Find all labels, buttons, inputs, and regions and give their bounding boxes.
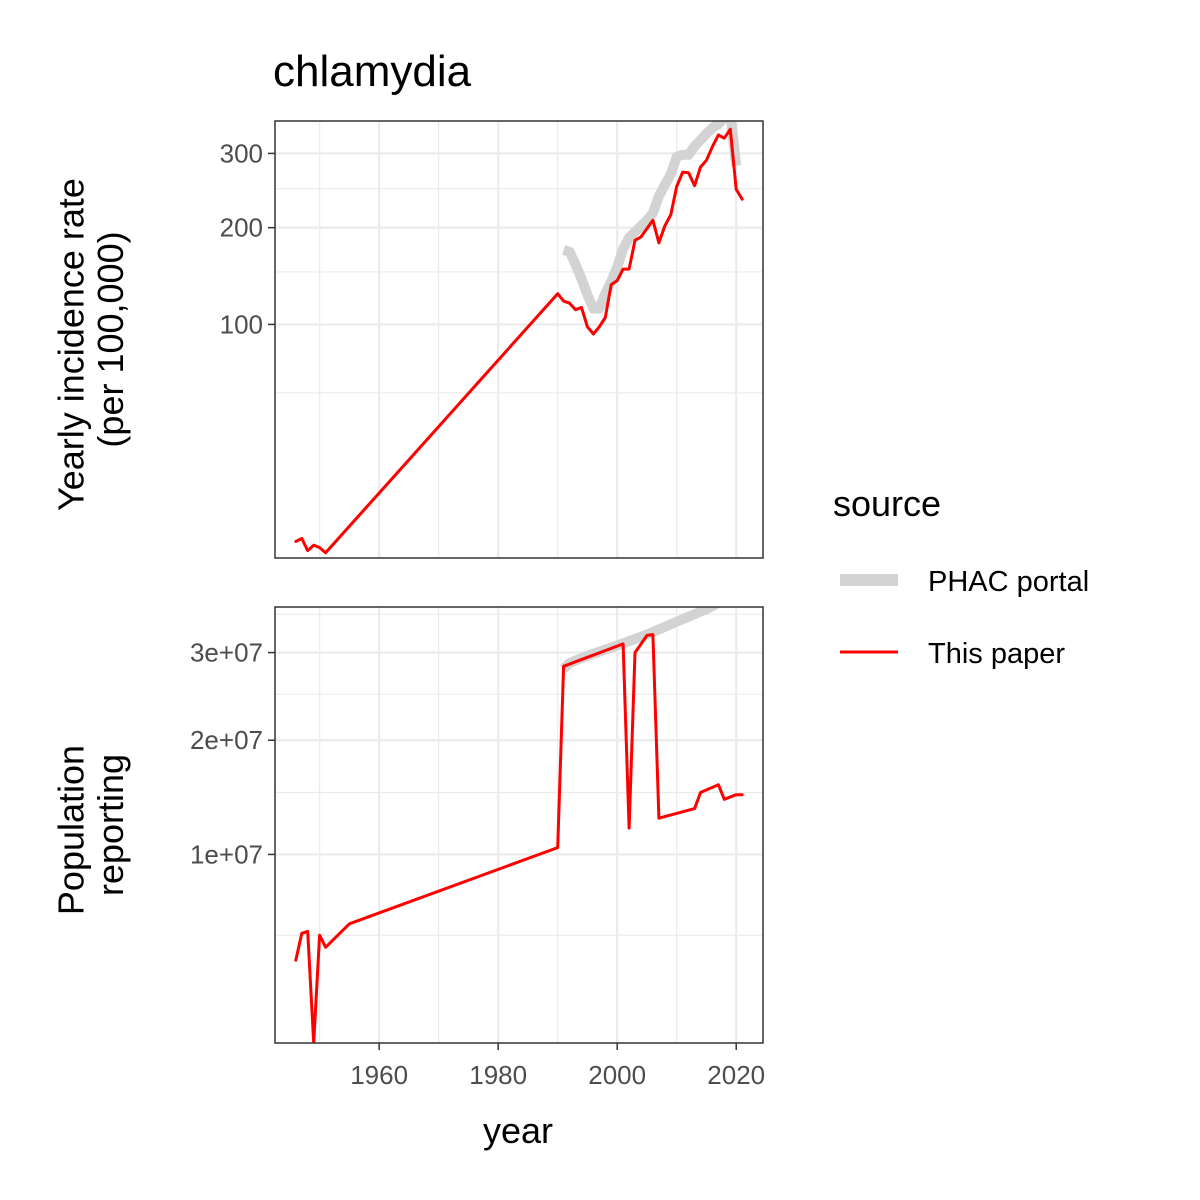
population-y-tick-label: 2e+07: [190, 725, 263, 755]
legend-item-this-paper: This paper: [840, 638, 1065, 670]
population-panel: 1e+07 2e+07 3e+07 Population reporting: [50, 606, 764, 1044]
incidence-y-tick-label: 300: [220, 138, 263, 168]
incidence-rate-panel: 100 200 300 Yearly incidence rate (per 100…: [50, 120, 764, 559]
legend-label-this-paper: This paper: [928, 638, 1065, 670]
population-panel-border: [274, 606, 764, 1044]
population-line-this-paper: [294, 633, 744, 1043]
incidence-panel-border: [274, 120, 764, 559]
x-tick-label: 2020: [707, 1060, 765, 1090]
x-axis-label: year: [483, 1110, 553, 1151]
incidence-y-axis-label: Yearly incidence rate (per 100,000): [50, 168, 131, 511]
x-tick-label: 1980: [469, 1060, 527, 1090]
legend-title: source: [833, 483, 941, 524]
x-tick-label: 2000: [588, 1060, 646, 1090]
legend-item-phac-portal: PHAC portal: [840, 566, 1089, 598]
chart-title: chlamydia: [273, 47, 472, 96]
population-y-tick-label: 3e+07: [190, 638, 263, 668]
incidence-line-phac-portal: [562, 121, 742, 314]
population-series: [294, 607, 744, 1043]
x-axis-ticks: 1960 1980 2000 2020: [350, 1043, 765, 1090]
population-y-axis-label-line-2: reporting: [90, 754, 131, 896]
legend-label-phac-portal: PHAC portal: [928, 566, 1089, 598]
incidence-line-this-paper: [294, 127, 744, 555]
population-y-ticks: 1e+07 2e+07 3e+07: [190, 638, 275, 869]
population-grid: [275, 607, 763, 1043]
incidence-y-axis-label-line-1: Yearly incidence rate: [50, 178, 91, 511]
population-y-tick-label: 1e+07: [190, 839, 263, 869]
population-y-axis-label: Population reporting: [50, 735, 131, 915]
legend: source PHAC portal This paper: [833, 483, 1089, 670]
incidence-y-ticks: 100 200 300: [220, 138, 275, 339]
x-tick-label: 1960: [350, 1060, 408, 1090]
population-y-axis-label-line-1: Population: [50, 745, 91, 915]
incidence-y-tick-label: 100: [220, 309, 263, 339]
incidence-y-axis-label-line-2: (per 100,000): [90, 231, 131, 447]
incidence-y-tick-label: 200: [220, 213, 263, 243]
incidence-series: [294, 121, 744, 555]
